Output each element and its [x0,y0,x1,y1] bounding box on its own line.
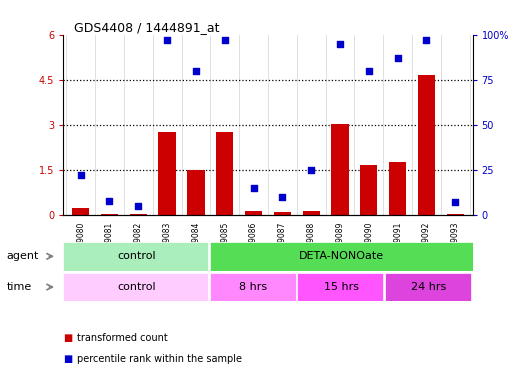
Point [192,68,200,74]
Bar [72,207,89,215]
Point [249,185,258,191]
Bar [303,210,320,215]
Bar [216,132,233,215]
Text: 24 hrs: 24 hrs [411,282,446,292]
Bar [187,170,204,215]
Bar [360,166,378,215]
Text: 15 hrs: 15 hrs [324,282,359,292]
Text: 8 hrs: 8 hrs [239,282,267,292]
Text: control: control [117,282,156,292]
Point [365,68,373,74]
Text: control: control [117,251,156,262]
Point [336,41,344,47]
Bar [245,212,262,215]
Text: percentile rank within the sample: percentile rank within the sample [77,354,242,364]
Text: transformed count: transformed count [77,333,167,343]
Point [278,194,287,200]
Bar [332,124,348,215]
Bar [385,273,471,301]
Bar [447,214,464,215]
Bar [389,162,406,215]
Bar [210,242,473,271]
Text: agent: agent [7,251,39,262]
Point [307,167,315,173]
Point [393,55,402,61]
Point [134,203,143,209]
Point [105,197,114,204]
Point [451,199,459,205]
Text: GDS4408 / 1444891_at: GDS4408 / 1444891_at [74,21,220,34]
Bar [210,273,296,301]
Point [422,37,431,43]
Bar [158,132,176,215]
Bar [101,214,118,215]
Point [77,172,85,179]
Point [221,37,229,43]
Text: ■: ■ [63,333,73,343]
Bar [274,212,291,215]
Bar [297,273,383,301]
Text: DETA-NONOate: DETA-NONOate [298,251,384,262]
Bar [63,242,208,271]
Bar [130,214,147,215]
Text: ■: ■ [63,354,73,364]
Bar [63,273,208,301]
Point [163,37,171,43]
Bar [418,75,435,215]
Text: time: time [7,282,32,292]
